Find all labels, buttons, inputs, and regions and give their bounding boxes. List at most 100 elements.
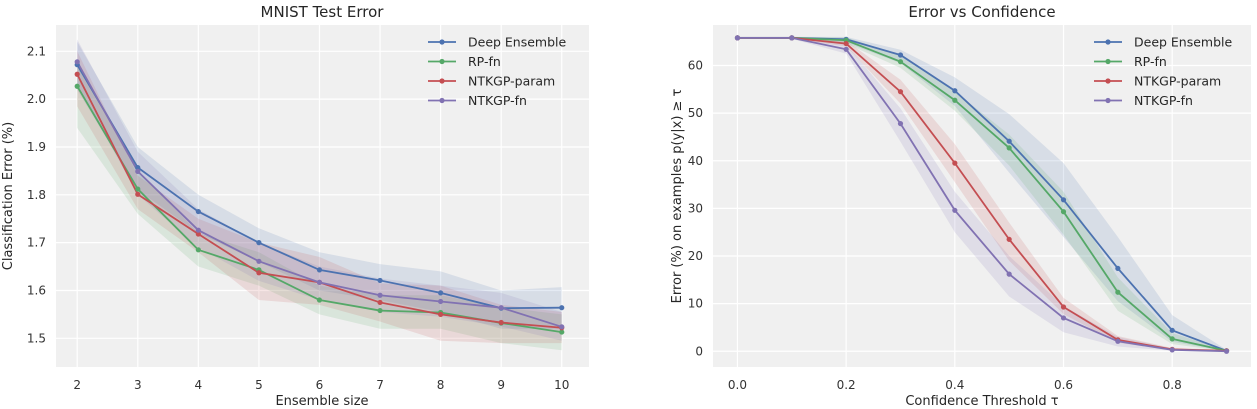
x-tick-label: 10 (554, 378, 569, 392)
band-ntkgp-param (737, 36, 1227, 352)
chart-title: Error vs Confidence (908, 3, 1055, 21)
legend-label-ntkgp-param: NTKGP-param (1134, 74, 1221, 89)
legend-marker-rp-fn (1105, 58, 1111, 65)
gridlines (713, 25, 1251, 367)
point-ntkgp-param (135, 191, 141, 197)
point-rp-fn (1006, 145, 1012, 151)
point-ntkgp-param (377, 299, 383, 306)
point-deep-ensemble (135, 164, 141, 171)
point-deep-ensemble (1169, 327, 1175, 333)
band-rp-fn (77, 60, 562, 351)
y-tick-label: 20 (688, 249, 703, 263)
point-deep-ensemble (952, 88, 958, 94)
point-rp-fn (195, 247, 201, 253)
mnist-test-error-chart: 2 3 4 5 6 7 8 9 10 1.5 1.6 1.7 1.8 1.9 2.0 2.1 MNIST T… (1, 3, 589, 409)
point-ntkgp-fn (734, 35, 741, 41)
point-ntkgp-param (438, 311, 444, 317)
point-ntkgp-param (897, 89, 904, 95)
point-deep-ensemble (195, 208, 201, 215)
point-ntkgp-fn (135, 168, 141, 174)
point-deep-ensemble (559, 305, 565, 311)
y-tick-label: 1.6 (27, 283, 46, 297)
legend: Deep Ensemble RP-fn NTKGP-param NTKGP-fn (1094, 35, 1233, 108)
legend-marker-ntkgp-fn (1105, 97, 1111, 104)
series-markers (74, 59, 565, 335)
point-rp-fn (1060, 209, 1067, 215)
point-ntkgp-fn (1006, 271, 1012, 277)
point-ntkgp-fn (74, 59, 80, 65)
point-ntkgp-param (256, 270, 262, 276)
series-lines (737, 36, 1227, 353)
chart-title: MNIST Test Error (261, 3, 385, 21)
point-deep-ensemble (256, 240, 262, 246)
series-markers (734, 35, 1230, 354)
point-ntkgp-fn (1115, 338, 1121, 344)
x-tick-labels: 0.0 0.2 0.4 0.6 0.8 (728, 378, 1182, 392)
point-rp-fn (135, 186, 141, 192)
point-ntkgp-fn (559, 324, 565, 330)
point-deep-ensemble (316, 267, 323, 273)
point-ntkgp-fn (789, 35, 795, 41)
point-ntkgp-fn (1223, 348, 1230, 354)
line-rp-fn (737, 36, 1227, 352)
y-tick-label: 40 (688, 154, 703, 168)
line-ntkgp-fn (737, 36, 1227, 353)
y-tick-label: 2.1 (27, 44, 46, 58)
x-tick-label: 6 (316, 378, 324, 392)
point-deep-ensemble (897, 52, 904, 58)
legend-label-ntkgp-fn: NTKGP-fn (1134, 93, 1193, 108)
point-deep-ensemble (377, 277, 383, 284)
legend: Deep Ensemble RP-fn NTKGP-param NTKGP-fn (428, 35, 567, 108)
point-rp-fn (1115, 289, 1121, 295)
point-ntkgp-fn (897, 120, 904, 127)
y-tick-label: 50 (688, 106, 703, 120)
legend-label-ntkgp-param: NTKGP-param (468, 74, 555, 89)
x-tick-label: 9 (497, 378, 505, 392)
y-tick-label: 1.5 (27, 331, 46, 345)
legend-marker-deep-ensemble (439, 39, 445, 45)
point-ntkgp-param (1006, 236, 1012, 242)
point-rp-fn (377, 307, 383, 314)
point-ntkgp-fn (316, 279, 323, 285)
x-axis-label: Confidence Threshold τ (905, 394, 1058, 409)
legend-marker-deep-ensemble (1105, 39, 1111, 45)
y-tick-labels: 1.5 1.6 1.7 1.8 1.9 2.0 2.1 (27, 44, 46, 345)
y-tick-label: 2.0 (27, 92, 46, 106)
point-ntkgp-fn (498, 305, 504, 311)
point-deep-ensemble (438, 290, 444, 296)
y-tick-labels: 0 10 20 30 40 50 60 (688, 58, 703, 358)
legend-label-rp-fn: RP-fn (468, 54, 501, 69)
point-ntkgp-fn (952, 207, 958, 213)
y-tick-label: 0 (695, 344, 703, 358)
y-tick-label: 1.8 (27, 188, 46, 202)
x-tick-label: 0.4 (945, 378, 964, 392)
legend-label-deep-ensemble: Deep Ensemble (468, 35, 567, 50)
line-ntkgp-param (737, 36, 1227, 352)
x-tick-label: 3 (134, 378, 142, 392)
point-ntkgp-fn (195, 227, 201, 233)
point-rp-fn (897, 59, 904, 65)
point-ntkgp-fn (256, 258, 262, 264)
x-tick-label: 5 (255, 378, 263, 392)
point-ntkgp-param (1060, 304, 1067, 310)
point-ntkgp-param (195, 231, 201, 237)
gridlines (56, 25, 589, 367)
x-tick-label: 7 (376, 378, 384, 392)
point-rp-fn (559, 329, 565, 335)
x-tick-label: 4 (195, 378, 203, 392)
legend-marker-ntkgp-fn (439, 97, 445, 104)
point-deep-ensemble (1115, 265, 1121, 272)
legend-label-ntkgp-fn: NTKGP-fn (468, 93, 527, 108)
point-ntkgp-param (74, 71, 80, 77)
plot-area-background (713, 25, 1251, 367)
point-ntkgp-fn (843, 46, 849, 52)
legend-marker-rp-fn (439, 58, 445, 65)
x-tick-label: 0.8 (1163, 378, 1182, 392)
legend-label-rp-fn: RP-fn (1134, 54, 1167, 69)
point-deep-ensemble (1060, 197, 1067, 203)
x-tick-labels: 2 3 4 5 6 7 8 9 10 (73, 378, 569, 392)
point-rp-fn (74, 83, 80, 89)
point-ntkgp-param (952, 160, 958, 166)
y-axis-label: Error (%) on examples p(y|x) ≥ τ (670, 88, 685, 303)
